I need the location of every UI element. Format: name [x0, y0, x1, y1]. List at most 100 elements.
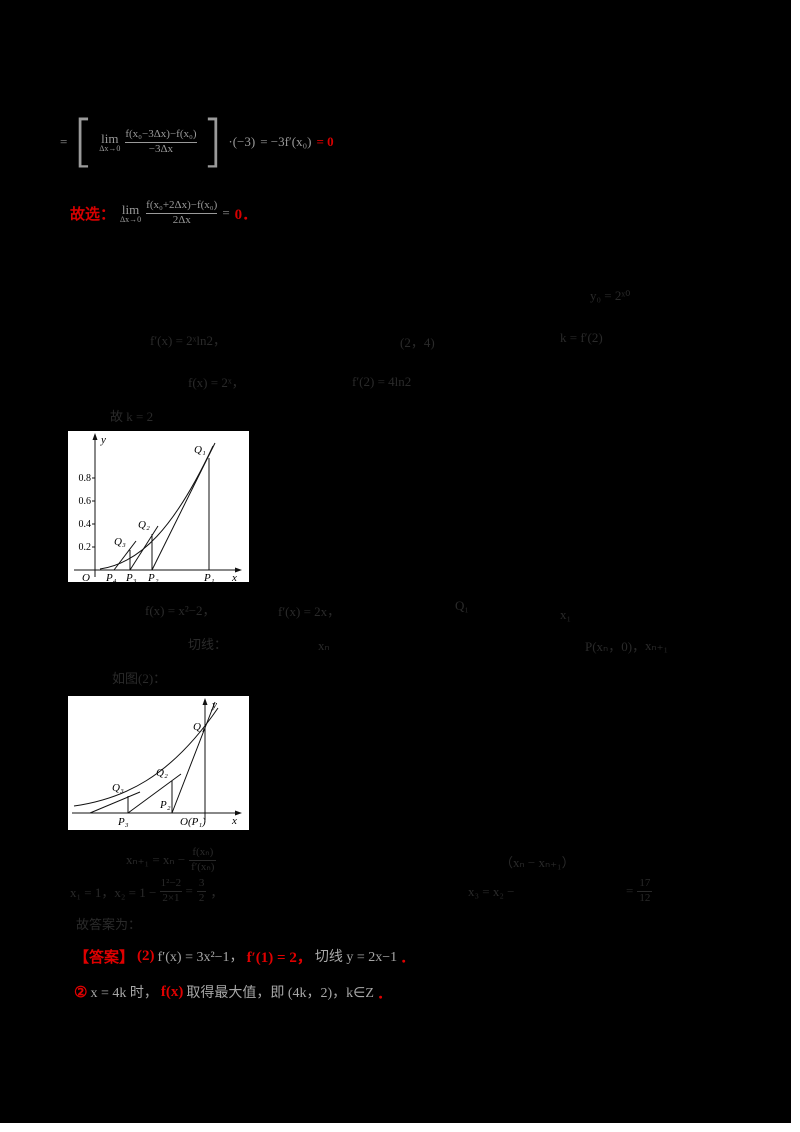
fraction-numerator: 1²−2: [160, 877, 182, 890]
case-period: ．: [376, 985, 392, 1002]
fraction-denominator: 12: [637, 890, 653, 904]
answer-header: 【答案】: [74, 949, 135, 966]
case-result: 取得最大值，即 (4k，2)，k∈Z: [186, 986, 374, 1001]
fraction-numerator: f(xₙ): [192, 846, 214, 859]
math-fragment-derivative: f′(x) = 2ˣln2，: [150, 333, 227, 348]
tangent-line-1: [171, 701, 216, 814]
iteration-fraction-1: 1²−2 2×1: [160, 877, 182, 904]
point-label-q3: Q₃: [112, 782, 124, 794]
point-label-q2: Q₂: [138, 519, 150, 531]
math-fragment-point: (2，4): [400, 335, 435, 350]
iteration-x3: x₃ = x₂ −: [468, 884, 515, 899]
fraction-denominator: f′(xₙ): [189, 859, 217, 873]
limit-operator-2: lim Δx→0: [120, 203, 141, 224]
iteration-result: = 17 12: [626, 876, 653, 906]
tick-label-0-2: 0.2: [79, 542, 92, 553]
multiplier-term: ·(−3): [228, 134, 256, 149]
conclusion-lead: 故选：: [70, 206, 116, 223]
math-fragment-pxn: P(xₙ，0)，: [585, 639, 646, 654]
math-fragment-tangent: 切线：: [188, 637, 228, 652]
answer-choice-line: 故选： lim Δx→0 f(x₀+2Δx)−f(x₀) 2Δx = 0．: [70, 192, 257, 234]
answer-period: ．: [400, 949, 416, 966]
tangent-line-3: [113, 540, 137, 571]
math-fragment-y0: y₀ = 2ˣ⁰: [590, 288, 631, 303]
answer-value: 0．: [234, 206, 258, 223]
point-label-p4: P₄: [105, 572, 117, 582]
difference-quotient-fraction-2: f(x₀+2Δx)−f(x₀) 2Δx: [146, 199, 218, 227]
iteration-fraction-17-12: 17 12: [637, 877, 653, 904]
x-axis-label: x: [231, 572, 237, 582]
figure1-curve: [99, 445, 214, 570]
math-fragment-conclusion: 故 k = 2: [110, 409, 154, 424]
point-label-p2: P₂: [159, 799, 171, 811]
case-condition: x = 4k 时，: [90, 986, 158, 1001]
point-label-p3: P₃: [117, 816, 129, 828]
fraction-numerator: 17: [639, 877, 651, 890]
point-label-p1: P₁: [203, 572, 215, 582]
tangent-line-2: [127, 773, 182, 814]
fraction-numerator: f(x₀−3Δx)−f(x₀): [125, 128, 197, 141]
difference-quotient-fraction: f(x₀−3Δx)−f(x₀) −3Δx: [125, 128, 197, 155]
fraction-denominator: 2Δx: [146, 212, 218, 227]
answer-math-1: f′(x) = 3x²−1，: [157, 950, 244, 965]
newton-note: （xₙ − xₙ₊₁）: [500, 855, 575, 870]
figure2-construction-lines: [89, 701, 216, 814]
math-fragment-fx2: f(x) = x²−2，: [145, 603, 216, 618]
lim-subscript: Δx→0: [120, 214, 142, 224]
limit-result: = 0: [316, 134, 334, 149]
answer-part-number: (2): [137, 947, 155, 964]
math-fragment-q1: Q₁: [455, 598, 469, 613]
lim-text: lim: [121, 201, 140, 217]
newton-method-figure-1: y x O 0.8 0.6 0.4 0.2 Q₁ Q₂ Q₃ P₁ P₂ P₃ …: [68, 431, 249, 584]
math-fragment-xn: xₙ: [318, 638, 330, 653]
case-function: f(x): [160, 983, 184, 1000]
case-marker: ②: [74, 984, 88, 1001]
equals-sign: =: [222, 205, 230, 220]
figure2-plot: y x O(P₁) Q₁ Q₂ Q₃ P₂ P₃: [72, 698, 242, 828]
derivative-term: = −3f′(x₀): [260, 134, 312, 149]
equals-sign: =: [626, 883, 634, 898]
answer-math-2: f′(1) = 2，: [246, 949, 312, 966]
x-axis-arrow-icon: [235, 567, 242, 573]
answer-math-3: 切线 y = 2x−1: [314, 950, 398, 965]
equals-sign: =: [185, 883, 193, 898]
lim-text: lim: [101, 130, 119, 146]
math-fragment-xn1: xₙ₊₁: [645, 638, 669, 653]
fraction-denominator: 2: [196, 890, 207, 904]
iteration-values-left: x₁ = 1，x₂ = 1 − 1²−2 2×1 = 3 2 ，: [70, 876, 223, 906]
math-fragment-slope: k = f′(2): [560, 330, 603, 345]
tick-label-0-8: 0.8: [79, 473, 92, 484]
point-label-p2: P₂: [147, 572, 159, 582]
newton-formula-line: xₙ₊₁ = xₙ − f(xₙ) f′(xₙ): [126, 845, 217, 875]
tick-label-0-4: 0.4: [79, 519, 92, 530]
y-axis-arrow-icon: [202, 698, 208, 705]
comma: ，: [210, 884, 224, 900]
origin-p1-label: O(P₁): [180, 816, 206, 828]
point-label-q1: Q₁: [194, 444, 206, 456]
figure1-construction-lines: [113, 442, 216, 571]
figure2-reference: 如图(2)：: [112, 671, 167, 686]
math-fragment-function: f(x) = 2ˣ，: [188, 375, 245, 390]
point-label-p3: P₃: [125, 572, 137, 582]
origin-label: O: [82, 572, 90, 582]
x-axis-label: x: [231, 815, 237, 827]
answer-highlight-line-2: ② x = 4k 时， f(x) 取得最大值，即 (4k，2)，k∈Z ．: [74, 980, 392, 1004]
newton-formula-text: xₙ₊₁ = xₙ −: [126, 852, 186, 867]
answer-highlight-line-1: 【答案】 (2) f′(x) = 3x²−1， f′(1) = 2， 切线 y …: [74, 944, 415, 968]
figure2-axes: [72, 698, 242, 820]
figure1-plot: y x O 0.8 0.6 0.4 0.2 Q₁ Q₂ Q₃ P₁ P₂ P₃ …: [74, 433, 242, 584]
newton-method-figure-2: y x O(P₁) Q₁ Q₂ Q₃ P₂ P₃: [68, 696, 249, 830]
equals-sign: =: [60, 134, 68, 149]
newton-fraction: f(xₙ) f′(xₙ): [189, 846, 217, 873]
figure1-axes: [74, 433, 242, 577]
fraction-numerator: 3: [198, 877, 205, 890]
limit-operator: lim Δx→0: [99, 132, 120, 153]
left-bracket: [: [72, 109, 95, 174]
math-fragment-fpx2: f′(x) = 2x，: [278, 604, 341, 619]
point-label-q3: Q₃: [114, 536, 126, 548]
limit-derivation-line: = [ lim Δx→0 f(x₀−3Δx)−f(x₀) −3Δx ] ·(−3…: [60, 96, 334, 188]
tick-label-0-6: 0.6: [79, 496, 92, 507]
math-fragment-derivative-value: f′(2) = 4ln2: [352, 374, 412, 389]
fraction-denominator: 2×1: [160, 890, 182, 904]
